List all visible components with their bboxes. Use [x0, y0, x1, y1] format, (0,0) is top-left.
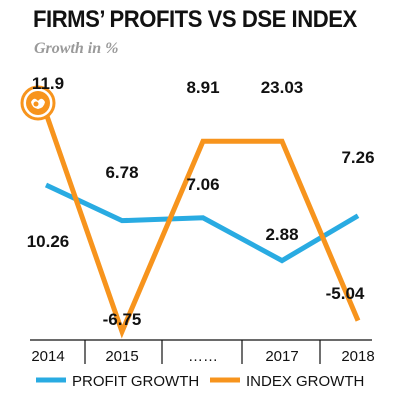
x-tick-label: 2018 [341, 348, 374, 365]
legend-entry: PROFIT GROWTH [36, 373, 199, 390]
data-label-profit-growth: 10.26 [27, 232, 70, 251]
data-label-index-growth: 11.9 [32, 74, 64, 93]
legend-label: PROFIT GROWTH [72, 373, 199, 390]
data-label-index-growth: 8.91 [186, 78, 219, 97]
data-label-index-growth: 23.03 [261, 78, 304, 97]
data-label-profit-growth: 2.88 [265, 225, 298, 244]
data-label-index-growth: -5.04 [326, 284, 365, 303]
x-tick-label: 2014 [31, 348, 64, 365]
legend-label: INDEX GROWTH [246, 373, 364, 390]
orange-circle-logo-icon [20, 85, 56, 121]
x-tick-label: 2015 [105, 348, 138, 365]
chart-title: FIRMS’ PROFITS VS DSE INDEX [33, 6, 357, 33]
legend-entry: INDEX GROWTH [210, 373, 364, 390]
data-label-index-growth: -6.75 [103, 310, 142, 329]
x-tick-label: …… [188, 348, 218, 365]
data-label-profit-growth: 6.78 [105, 163, 138, 182]
series-line-index-growth [37, 95, 361, 339]
data-label-profit-growth: 7.26 [341, 148, 374, 167]
data-label-profit-growth: 7.06 [186, 175, 219, 194]
chart-subtitle: Growth in % [34, 40, 119, 57]
logo-dot [33, 101, 39, 107]
x-tick-label: 2017 [265, 348, 298, 365]
